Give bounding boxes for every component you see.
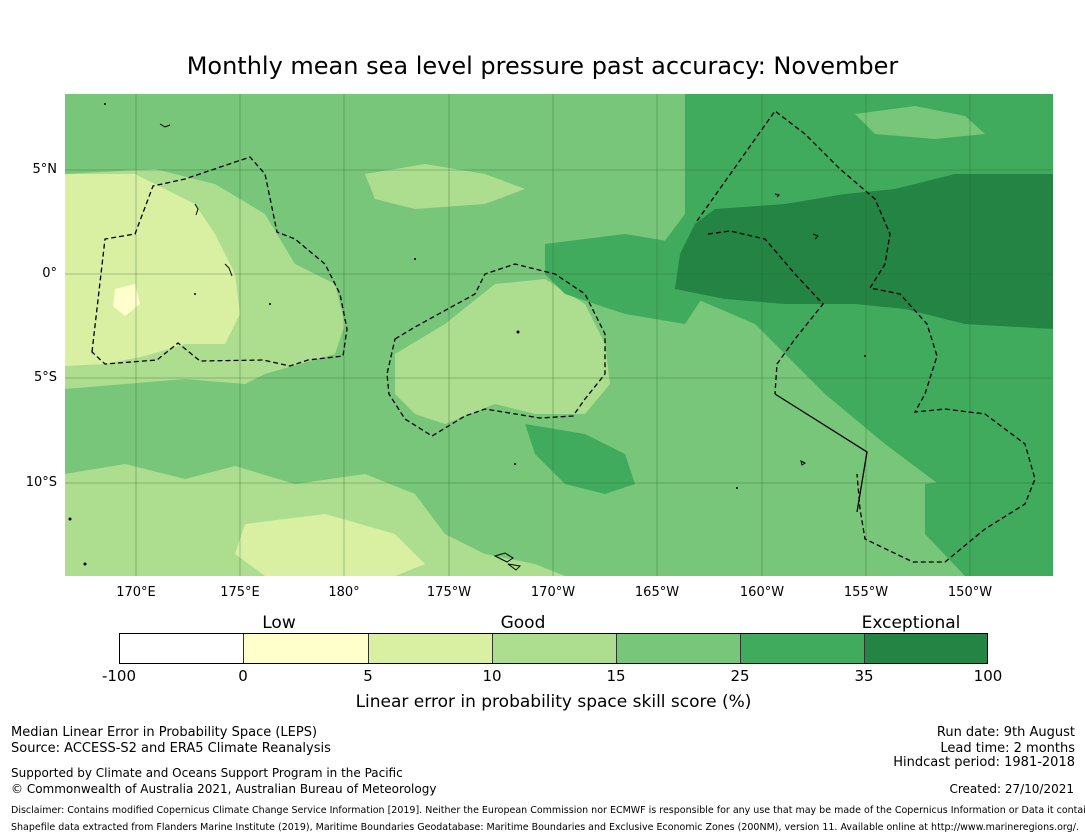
colorbar-label: Linear error in probability space skill … [355,692,752,712]
footer-source: Source: ACCESS-S2 and ERA5 Climate Reana… [11,741,331,756]
lon-label-155w: 155°W [843,585,889,600]
island-dots [68,103,866,566]
colorbar-tick: 15 [606,667,626,685]
islet [104,103,106,105]
island-5 [507,563,522,571]
footer-created: Created: 27/10/2021 [949,782,1074,796]
footer-method: Median Linear Error in Probability Space… [11,725,318,740]
lon-label-175e: 175°E [220,585,260,600]
eez-boundary-west [91,156,348,367]
islet [864,355,866,357]
region-15-25-east-south [765,489,895,544]
colorbar-segment-35-100 [865,634,987,663]
lat-label-5s: 5°S [33,370,57,385]
eez-boundaries [91,110,1036,563]
island-outlines [159,123,819,571]
colorbar-tick: 0 [238,667,248,685]
region-5-10-west [65,174,240,366]
colorbar-segment-15-25 [617,634,741,663]
region-25-35-south-central [525,424,635,494]
colorbar-category-low: Low [262,613,296,633]
skill-map [65,94,1053,576]
region-25-35-central [545,234,705,324]
colorbar-tick: 35 [854,667,874,685]
footer-copyright: © Commonwealth of Australia 2021, Austra… [11,782,437,796]
colorbar-segment-5-10 [369,634,493,663]
lat-label-0: 0° [42,266,57,281]
island-3 [224,263,233,277]
lon-label-180: 180° [328,585,360,600]
lat-label-10s: 10°S [25,475,57,490]
islet [269,303,271,305]
islet [83,562,87,566]
islet [514,463,516,465]
footer-hindcast: Hindcast period: 1981-2018 [893,755,1075,770]
colorbar-category-good: Good [500,613,546,633]
eez-boundary-central [386,263,606,437]
colorbar-segment-10-15 [493,634,617,663]
island-8 [800,460,806,466]
footer-run-date: Run date: 9th August [936,725,1075,740]
region-10-15-central [395,279,610,424]
colorbar-tick: -100 [101,667,137,685]
lon-label-150w: 150°W [947,585,993,600]
lon-label-165w: 165°W [634,585,680,600]
islet [736,487,738,489]
footer-shapefile: Shapefile data extracted from Flanders M… [11,822,1079,833]
lon-label-175w: 175°W [426,585,472,600]
footer-support: Supported by Climate and Oceans Support … [11,766,403,780]
lon-label-160w: 160°W [739,585,785,600]
region-15-25-northeast [855,106,985,139]
eez-boundary-inner [707,230,824,395]
island-2 [194,203,199,216]
island-4 [493,552,514,563]
islet [194,293,196,295]
eez-boundary-solid [774,393,868,513]
island-6 [812,233,819,240]
colorbar-segment-0-5 [244,634,369,663]
lon-label-170w: 170°W [530,585,576,600]
region-5-10-south [235,514,425,576]
colorbar-tick: 25 [730,667,750,685]
graticule [65,94,1053,576]
colorbar-segment-below-0 [120,634,244,663]
skill-map-canvas [65,94,1053,576]
colorbar [119,633,988,664]
islet [68,517,72,521]
lat-label-5n: 5°N [32,162,58,177]
islet [414,258,416,260]
footer-lead-time: Lead time: 2 months [940,741,1075,756]
map-title: Monthly mean sea level pressure past acc… [186,52,899,80]
footer-disclaimer: Disclaimer: Contains modified Copernicus… [11,805,1085,816]
eez-boundary-east [696,110,1036,563]
region-25-35-southeast [925,474,1053,576]
colorbar-tick: 5 [363,667,373,685]
region-0-5-west [113,284,140,316]
region-35-100-east [675,174,1053,329]
colorbar-segment-25-35 [741,634,865,663]
colorbar-tick: 10 [482,667,502,685]
island-1 [159,123,171,128]
colorbar-tick: 100 [973,667,1003,685]
island-7 [774,193,780,198]
colorbar-category-exceptional: Exceptional [861,613,961,633]
lon-label-170e: 170°E [116,585,156,600]
islet [516,330,520,334]
region-10-15-north [365,164,525,209]
